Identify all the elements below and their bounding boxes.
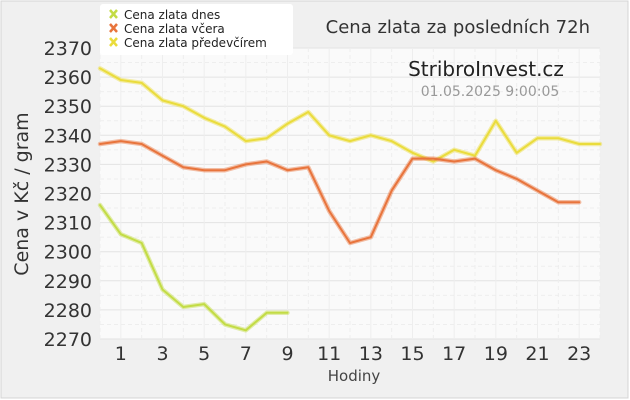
series-layer <box>97 66 603 333</box>
x-tick-label: 9 <box>281 343 293 365</box>
legend-label: Cena zlata předevčírem <box>124 36 267 50</box>
x-tick-label: 13 <box>359 343 383 365</box>
y-axis-label: Cena v Kč / gram <box>11 112 33 275</box>
x-tick-label: 21 <box>525 343 549 365</box>
legend-marker <box>109 23 118 33</box>
y-tick-label: 2310 <box>44 213 92 235</box>
y-tick-label: 2300 <box>44 242 92 264</box>
x-tick-label: 3 <box>156 343 168 365</box>
legend-box <box>100 4 293 55</box>
chart-title: Cena zlata za posledních 72h <box>326 17 590 38</box>
legend-marker <box>109 37 118 47</box>
x-tick-label: 19 <box>484 343 508 365</box>
y-axis-ticks: 2270 2280 2290 2300 2310 2320 2330 2340 2350 2360… <box>44 38 92 351</box>
y-tick-label: 2270 <box>44 329 92 351</box>
y-tick-label: 2350 <box>44 96 92 118</box>
legend-label: Cena zlata dnes <box>124 8 220 22</box>
y-tick-label: 2360 <box>44 67 92 89</box>
grid <box>99 47 601 340</box>
x-axis-ticks: 1 3 5 7 9 11 13 15 17 19 21 23 <box>115 343 591 365</box>
y-tick-label: 2340 <box>44 125 92 147</box>
y-tick-label: 2290 <box>44 271 92 293</box>
legend-marker <box>109 9 118 19</box>
watermark: StribroInvest.cz <box>408 57 564 81</box>
y-tick-label: 2320 <box>44 184 92 206</box>
legend-label: Cena zlata včera <box>124 22 225 36</box>
timestamp: 01.05.2025 9:00:05 <box>421 84 560 100</box>
x-tick-label: 7 <box>240 343 252 365</box>
x-tick-label: 17 <box>442 343 466 365</box>
y-tick-label: 2330 <box>44 154 92 176</box>
series-line <box>99 67 601 163</box>
series-line <box>99 140 581 244</box>
x-tick-label: 11 <box>317 343 341 365</box>
x-tick-label: 1 <box>115 343 127 365</box>
x-tick-label: 5 <box>198 343 210 365</box>
x-tick-label: 23 <box>567 343 591 365</box>
x-tick-label: 15 <box>400 343 424 365</box>
y-tick-label: 2280 <box>44 300 92 322</box>
x-axis-label: Hodiny <box>328 367 381 385</box>
series-line <box>99 204 289 332</box>
y-tick-label: 2370 <box>44 38 92 60</box>
